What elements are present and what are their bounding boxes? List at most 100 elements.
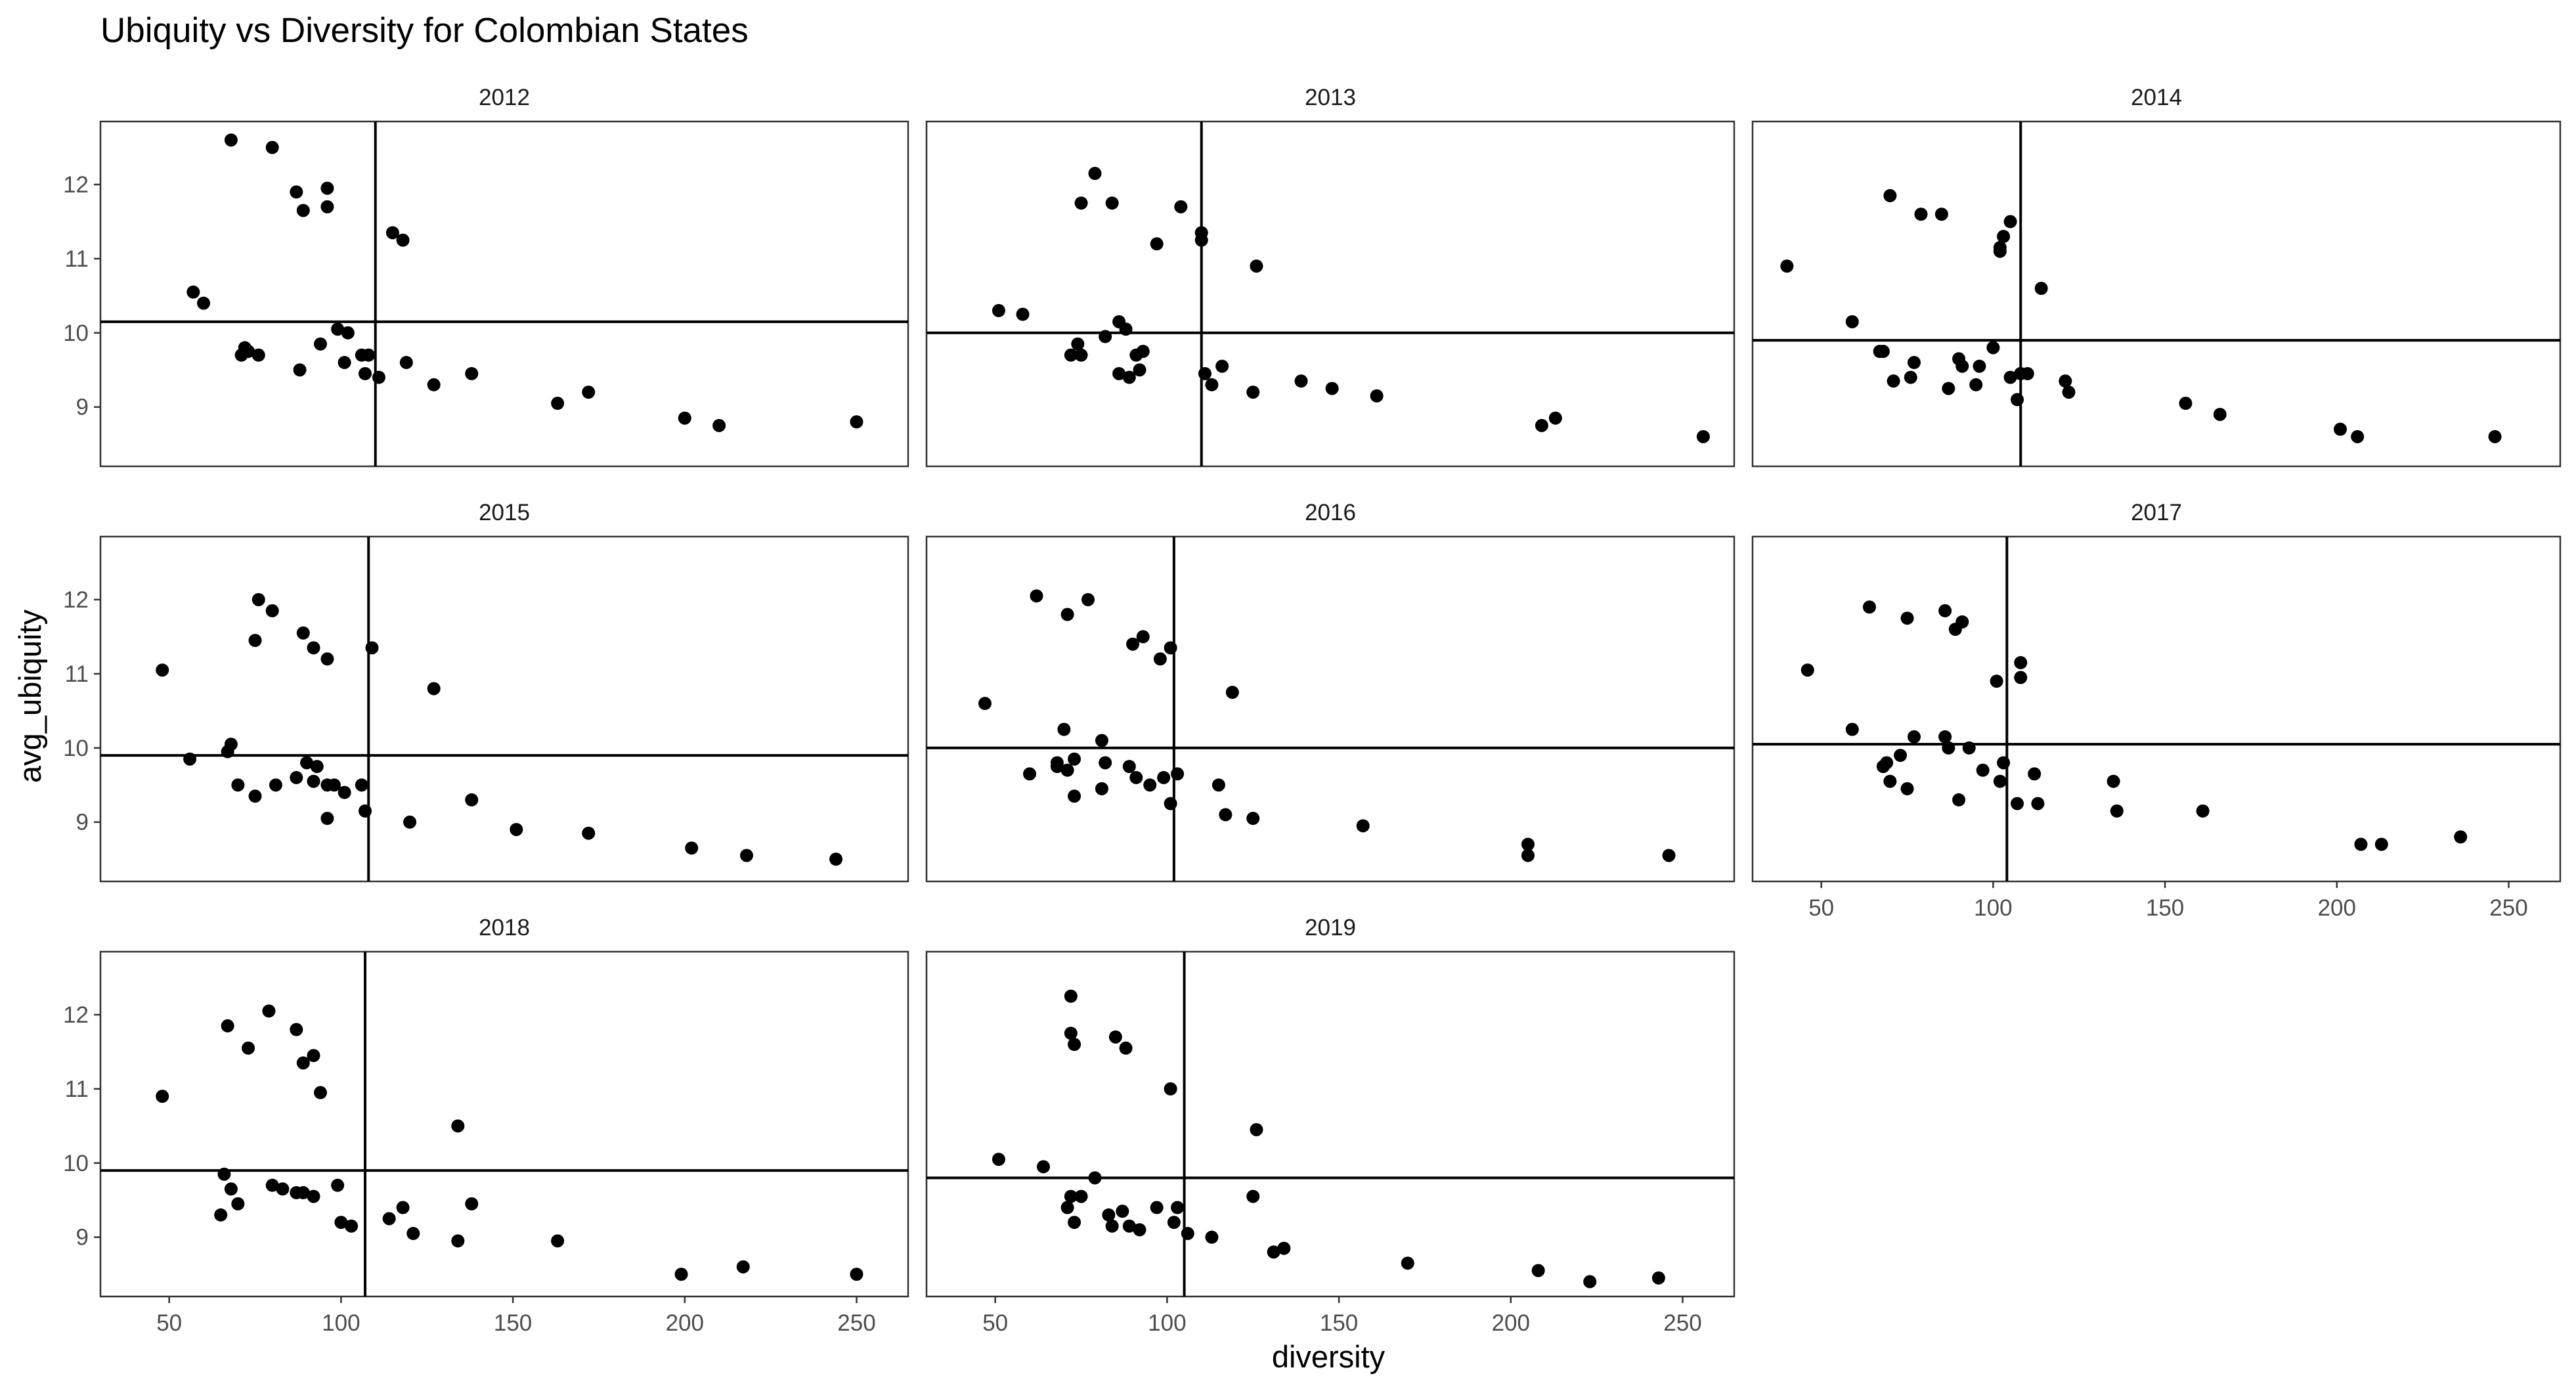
data-point [248,789,262,803]
x-tick-label: 150 [2146,895,2184,921]
data-point [1088,167,1102,181]
data-point [327,778,341,792]
data-point [406,1227,420,1241]
data-point [1060,1201,1074,1214]
data-point [685,841,699,855]
data-point [1068,1216,1081,1230]
data-point [1057,722,1071,736]
data-point [313,337,327,351]
panel-border [925,950,1736,1298]
data-point [296,1056,310,1070]
data-point [1521,837,1535,851]
data-point [1129,770,1143,784]
y-tick-label: 11 [65,661,89,687]
data-point [341,326,355,340]
data-point [1212,778,1225,792]
facet-panel-2013: 2013 [925,85,1736,468]
data-point [1071,337,1085,351]
data-point [221,1019,234,1032]
data-point [1986,341,2000,355]
data-point [1171,1201,1185,1214]
data-point [1225,686,1239,699]
data-point [262,1004,276,1018]
data-point [1908,355,1921,369]
data-point [334,1216,348,1230]
data-point [1060,763,1074,777]
chart-title: Ubiquity vs Diversity for Colombian Stat… [100,11,749,50]
facet-strip-label: 2012 [479,85,530,110]
data-point [300,756,314,770]
data-point [1267,1245,1280,1259]
data-point [2454,830,2468,844]
data-point [1246,1189,1260,1203]
x-tick-label: 250 [837,1310,875,1336]
x-tick-label: 150 [1320,1310,1358,1336]
data-point [231,1197,245,1210]
data-point [1088,1171,1102,1185]
data-point [293,363,307,377]
data-point [1845,315,1859,328]
data-point [307,641,320,655]
data-point [1060,608,1074,621]
y-tick-label: 9 [76,395,89,420]
x-tick-label: 200 [1492,1310,1530,1336]
data-point [396,1201,410,1214]
data-point [385,226,399,240]
data-point [427,682,441,696]
data-point [1356,819,1370,833]
data-point [359,366,372,380]
data-point [1904,370,1917,384]
panel-border [99,950,909,1298]
data-point [1081,592,1095,606]
data-point [1198,366,1212,380]
data-point [1205,1230,1219,1244]
data-point [1095,734,1108,747]
data-point [1068,789,1081,803]
data-point [1164,641,1177,655]
y-tick-label: 9 [76,810,89,835]
y-tick-label: 10 [63,1151,89,1176]
data-point [992,1153,1005,1166]
data-point [2028,767,2041,781]
data-point [355,778,368,792]
data-point [2011,797,2024,810]
data-point [1108,1030,1122,1044]
data-point [1116,1205,1129,1218]
data-point [1133,1223,1146,1237]
data-point [1153,652,1167,666]
panel-border [99,120,909,468]
y-tick-label: 10 [63,736,89,761]
data-point [231,778,245,792]
data-point [2003,215,2017,229]
data-point [1133,363,1146,377]
data-point [1900,782,1914,795]
data-point [217,1167,231,1181]
data-point [1908,730,1921,743]
data-point [2354,837,2368,851]
y-tick-label: 10 [63,321,89,346]
data-point [290,770,303,784]
data-point [214,1208,228,1222]
data-point [265,1178,279,1192]
data-point [2014,671,2028,684]
data-point [186,285,200,299]
facet-strip-label: 2015 [479,500,530,525]
data-point [1914,208,1928,221]
data-point [1962,741,1976,755]
data-point [582,826,596,840]
data-point [365,641,379,655]
data-point [2107,774,2120,788]
data-point [850,415,863,429]
data-point [1164,797,1177,810]
data-point [396,233,410,247]
data-point [382,1212,396,1226]
facet-strip-label: 2016 [1305,500,1356,525]
data-point [1246,386,1260,399]
x-tick-label: 150 [494,1310,532,1336]
data-point [1064,1027,1078,1040]
facet-strip-label: 2014 [2131,85,2182,110]
data-point [2488,430,2502,443]
data-point [1036,1160,1050,1174]
